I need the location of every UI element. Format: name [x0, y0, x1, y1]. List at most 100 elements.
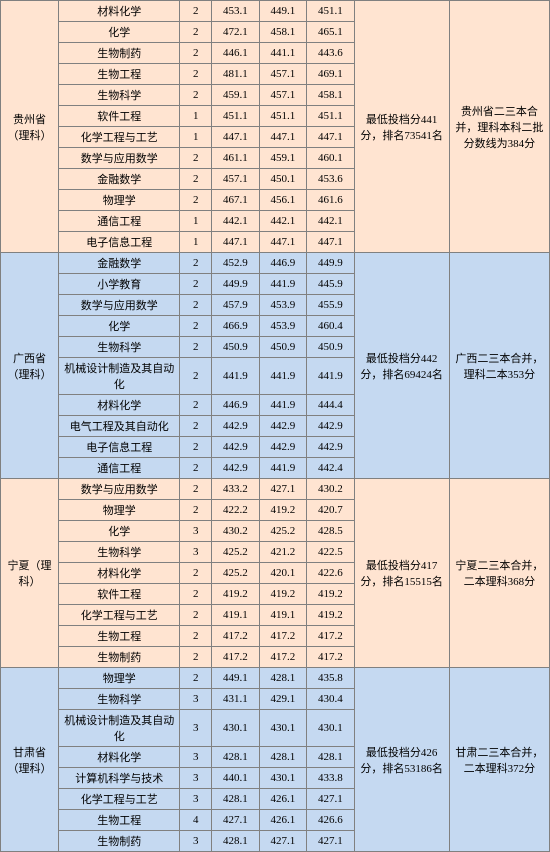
score-cell: 430.2	[212, 521, 260, 542]
major-cell: 电气工程及其自动化	[59, 416, 180, 437]
score-cell: 451.1	[259, 106, 307, 127]
score-cell: 422.2	[212, 500, 260, 521]
score-cell: 427.1	[212, 810, 260, 831]
score-cell: 446.9	[212, 395, 260, 416]
score-cell: 442.9	[212, 416, 260, 437]
score-cell: 447.1	[259, 232, 307, 253]
score-cell: 441.9	[259, 358, 307, 395]
table-row: 贵州省（理科）材料化学2453.1449.1451.1最低投档分441分，排名7…	[1, 1, 550, 22]
score-cell: 441.1	[259, 43, 307, 64]
count-cell: 2	[180, 148, 212, 169]
count-cell: 2	[180, 1, 212, 22]
major-cell: 化学工程与工艺	[59, 789, 180, 810]
count-cell: 1	[180, 106, 212, 127]
major-cell: 化学	[59, 316, 180, 337]
major-cell: 数学与应用数学	[59, 148, 180, 169]
score-cell: 467.1	[212, 190, 260, 211]
score-cell: 419.2	[307, 605, 355, 626]
note1-cell: 最低投档分441分，排名73541名	[354, 1, 449, 253]
major-cell: 生物工程	[59, 626, 180, 647]
score-cell: 451.1	[212, 106, 260, 127]
major-cell: 化学工程与工艺	[59, 605, 180, 626]
score-cell: 457.1	[259, 85, 307, 106]
count-cell: 3	[180, 521, 212, 542]
score-cell: 442.1	[212, 211, 260, 232]
table-row: 宁夏（理科）数学与应用数学2433.2427.1430.2最低投档分417分，排…	[1, 479, 550, 500]
score-cell: 417.2	[212, 647, 260, 668]
count-cell: 2	[180, 605, 212, 626]
score-cell: 441.9	[307, 358, 355, 395]
score-cell: 442.9	[212, 458, 260, 479]
major-cell: 材料化学	[59, 395, 180, 416]
score-cell: 451.1	[307, 106, 355, 127]
score-cell: 450.1	[259, 169, 307, 190]
score-cell: 419.2	[259, 584, 307, 605]
score-cell: 456.1	[259, 190, 307, 211]
score-cell: 427.1	[307, 831, 355, 852]
count-cell: 3	[180, 789, 212, 810]
score-cell: 428.1	[212, 747, 260, 768]
score-cell: 443.6	[307, 43, 355, 64]
score-cell: 447.1	[259, 127, 307, 148]
count-cell: 3	[180, 831, 212, 852]
count-cell: 2	[180, 500, 212, 521]
count-cell: 2	[180, 416, 212, 437]
major-cell: 生物制药	[59, 831, 180, 852]
score-cell: 417.2	[307, 626, 355, 647]
score-cell: 449.1	[259, 1, 307, 22]
score-cell: 458.1	[259, 22, 307, 43]
score-cell: 449.9	[212, 274, 260, 295]
score-cell: 450.9	[212, 337, 260, 358]
province-cell: 宁夏（理科）	[1, 479, 59, 668]
score-cell: 453.9	[259, 316, 307, 337]
note1-cell: 最低投档分426分，排名53186名	[354, 668, 449, 852]
score-cell: 449.1	[212, 668, 260, 689]
score-cell: 430.1	[259, 768, 307, 789]
score-cell: 430.1	[259, 710, 307, 747]
admission-score-table: 贵州省（理科）材料化学2453.1449.1451.1最低投档分441分，排名7…	[0, 0, 550, 852]
score-cell: 417.2	[307, 647, 355, 668]
count-cell: 2	[180, 64, 212, 85]
table-row: 甘肃省（理科）物理学2449.1428.1435.8最低投档分426分，排名53…	[1, 668, 550, 689]
note2-cell: 宁夏二三本合并，二本理科368分	[449, 479, 549, 668]
count-cell: 2	[180, 253, 212, 274]
major-cell: 金融数学	[59, 169, 180, 190]
score-cell: 419.2	[212, 584, 260, 605]
count-cell: 2	[180, 316, 212, 337]
score-cell: 429.1	[259, 689, 307, 710]
score-cell: 441.9	[259, 274, 307, 295]
score-cell: 442.9	[259, 416, 307, 437]
score-cell: 425.2	[212, 542, 260, 563]
score-cell: 453.6	[307, 169, 355, 190]
score-cell: 426.1	[259, 789, 307, 810]
score-cell: 453.9	[259, 295, 307, 316]
major-cell: 物理学	[59, 190, 180, 211]
count-cell: 2	[180, 85, 212, 106]
count-cell: 2	[180, 584, 212, 605]
count-cell: 2	[180, 22, 212, 43]
score-cell: 446.9	[259, 253, 307, 274]
major-cell: 物理学	[59, 668, 180, 689]
major-cell: 生物制药	[59, 43, 180, 64]
score-cell: 459.1	[212, 85, 260, 106]
score-cell: 459.1	[259, 148, 307, 169]
score-cell: 426.1	[259, 810, 307, 831]
score-cell: 428.1	[307, 747, 355, 768]
score-cell: 419.2	[307, 584, 355, 605]
major-cell: 通信工程	[59, 211, 180, 232]
count-cell: 4	[180, 810, 212, 831]
score-cell: 417.2	[212, 626, 260, 647]
score-cell: 455.9	[307, 295, 355, 316]
score-cell: 442.1	[259, 211, 307, 232]
score-cell: 430.1	[212, 710, 260, 747]
score-cell: 430.1	[307, 710, 355, 747]
count-cell: 2	[180, 626, 212, 647]
major-cell: 机械设计制造及其自动化	[59, 358, 180, 395]
score-cell: 447.1	[307, 232, 355, 253]
count-cell: 2	[180, 563, 212, 584]
note1-cell: 最低投档分442分，排名69424名	[354, 253, 449, 479]
score-cell: 442.9	[307, 416, 355, 437]
score-cell: 449.9	[307, 253, 355, 274]
score-cell: 447.1	[307, 127, 355, 148]
score-cell: 430.2	[307, 479, 355, 500]
